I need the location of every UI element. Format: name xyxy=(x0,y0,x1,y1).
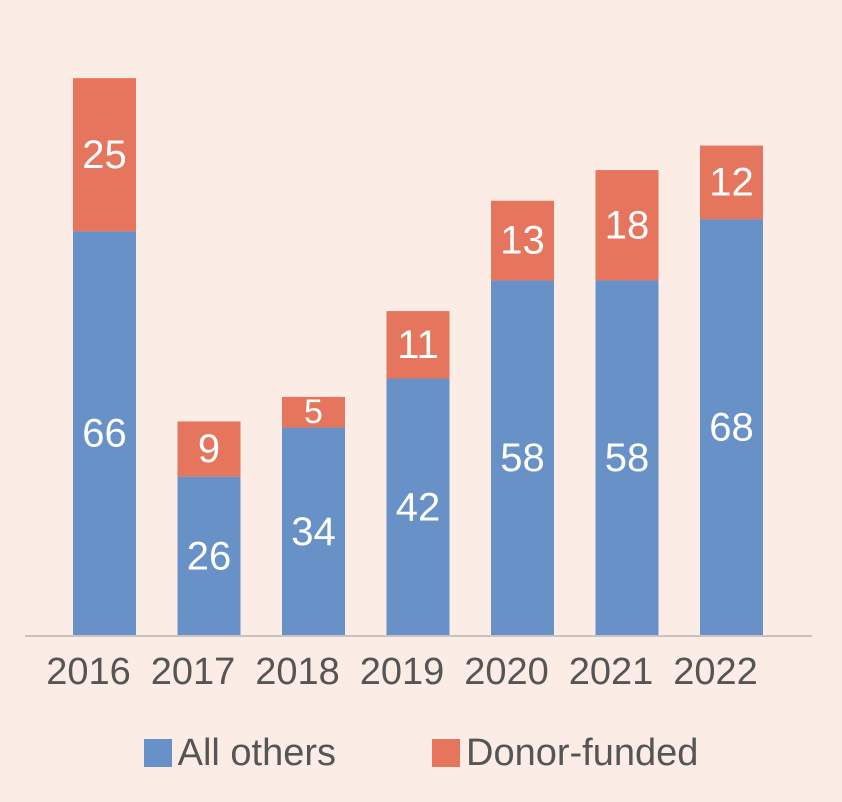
bar-all-others-2018 xyxy=(282,427,345,636)
bar-donor-funded-2022 xyxy=(700,145,763,220)
legend: All others Donor-funded xyxy=(0,728,842,778)
data-label-all-others-2021: 58 xyxy=(605,436,650,480)
x-tick-label-2021: 2021 xyxy=(569,651,654,693)
bar-donor-funded-2019 xyxy=(386,311,450,379)
data-label-donor-funded-2020: 13 xyxy=(500,219,545,263)
x-tick-label-2016: 2016 xyxy=(46,651,131,693)
bar-all-others-2020 xyxy=(491,280,554,636)
data-label-all-others-2019: 42 xyxy=(396,485,441,529)
data-label-all-others-2017: 26 xyxy=(187,534,232,578)
bar-donor-funded-2020 xyxy=(491,200,554,281)
data-label-all-others-2016: 66 xyxy=(82,412,127,456)
legend-item-donor-funded: Donor-funded xyxy=(432,732,698,775)
bars-layer: 66 25 26 9 34 5 42 11 58 13 58 18 68 12 xyxy=(73,78,763,637)
data-label-all-others-2020: 58 xyxy=(500,436,545,480)
data-label-donor-funded-2017: 9 xyxy=(198,427,220,471)
bar-donor-funded-2017 xyxy=(177,421,241,477)
bar-all-others-2016 xyxy=(73,231,136,637)
data-label-all-others-2018: 34 xyxy=(291,510,336,554)
bar-all-others-2021 xyxy=(595,280,659,636)
data-label-donor-funded-2019: 11 xyxy=(397,323,439,367)
legend-swatch-all-others xyxy=(143,739,172,767)
x-tick-labels: 2016 2017 2018 2019 2020 2021 2022 xyxy=(46,651,758,693)
x-tick-label-2022: 2022 xyxy=(673,651,758,693)
bar-all-others-2022 xyxy=(700,219,763,636)
bar-all-others-2017 xyxy=(177,476,241,636)
x-tick-label-2018: 2018 xyxy=(255,651,340,693)
x-tick-label-2017: 2017 xyxy=(151,651,236,693)
x-tick-label-2020: 2020 xyxy=(464,651,549,693)
legend-item-all-others: All others xyxy=(143,731,336,775)
x-tick-label-2019: 2019 xyxy=(360,651,445,693)
legend-label-donor-funded: Donor-funded xyxy=(466,731,699,774)
data-label-donor-funded-2021: 18 xyxy=(605,203,650,247)
bar-donor-funded-2016 xyxy=(73,78,136,232)
legend-label-all-others: All others xyxy=(177,731,336,774)
legend-swatch-donor-funded xyxy=(432,739,460,767)
bar-donor-funded-2021 xyxy=(595,170,659,281)
data-label-all-others-2022: 68 xyxy=(709,406,754,450)
bar-all-others-2019 xyxy=(386,378,450,636)
data-label-donor-funded-2018: 5 xyxy=(304,393,323,431)
data-label-donor-funded-2016: 25 xyxy=(82,133,127,177)
bar-donor-funded-2018 xyxy=(282,396,345,428)
data-label-donor-funded-2022: 12 xyxy=(709,160,754,204)
